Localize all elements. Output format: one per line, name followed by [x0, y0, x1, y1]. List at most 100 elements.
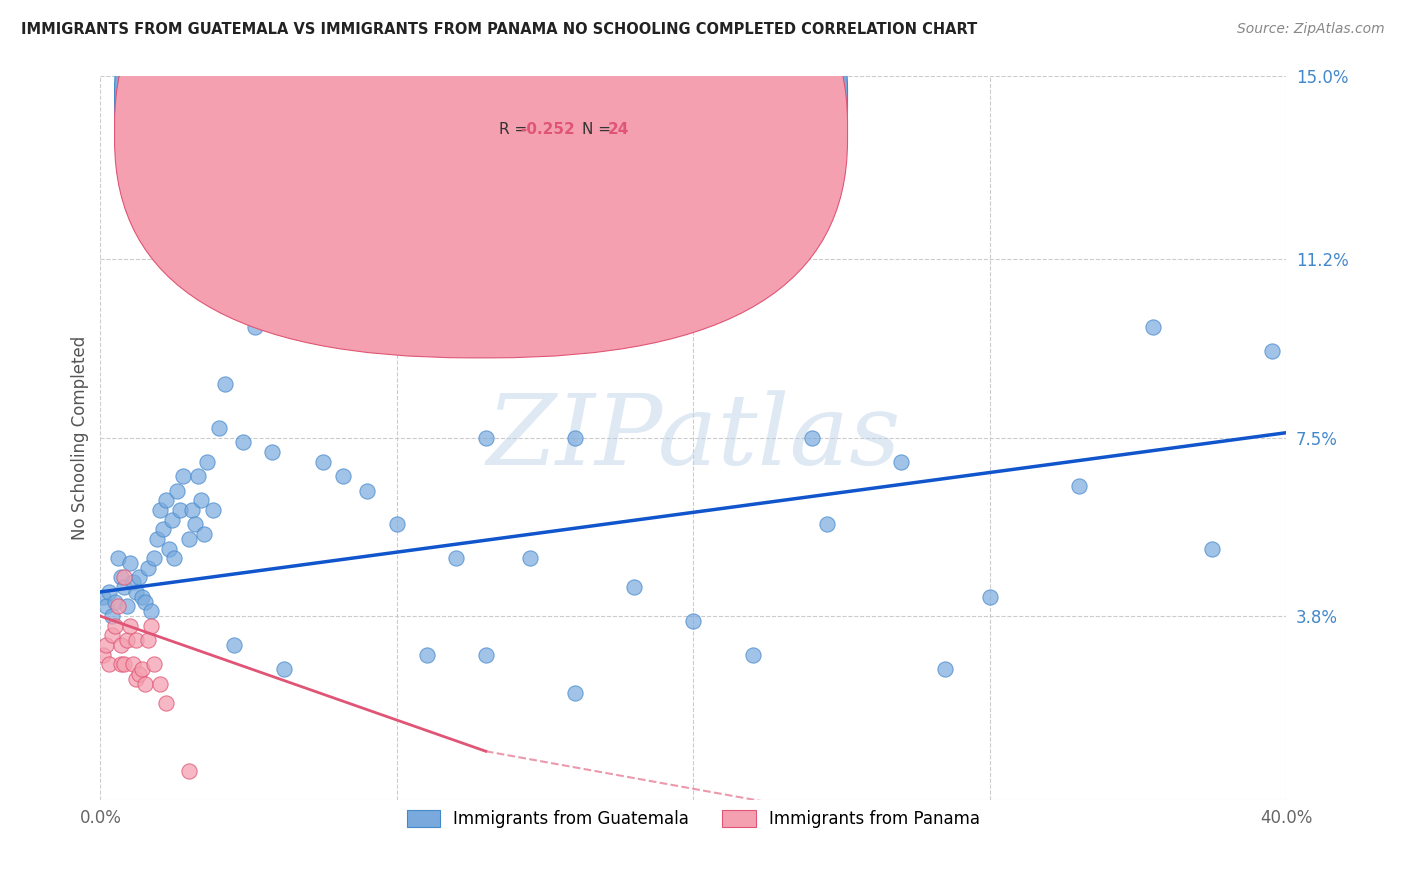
Text: N =: N = [582, 122, 616, 137]
Point [107, 599, 129, 614]
Point [118, 619, 141, 633]
Point [104, 619, 127, 633]
Point [1067, 479, 1090, 493]
Point [134, 676, 156, 690]
Point [91, 590, 114, 604]
FancyBboxPatch shape [114, 0, 848, 358]
Point [291, 261, 314, 276]
Point [519, 551, 541, 566]
Point [98, 585, 121, 599]
Point [187, 469, 209, 483]
Point [332, 469, 354, 483]
Point [232, 435, 254, 450]
Text: R =: R = [499, 122, 531, 137]
Point [385, 517, 408, 532]
Point [475, 430, 498, 444]
Point [131, 590, 153, 604]
Point [202, 503, 225, 517]
Text: N =: N = [582, 90, 616, 104]
Point [214, 377, 236, 392]
Text: Source: ZipAtlas.com: Source: ZipAtlas.com [1237, 22, 1385, 37]
Point [564, 430, 586, 444]
Point [193, 527, 215, 541]
Text: 24: 24 [607, 122, 630, 137]
Point [122, 575, 145, 590]
Point [1142, 319, 1164, 334]
Point [139, 619, 162, 633]
Point [1260, 343, 1282, 358]
Point [96, 599, 118, 614]
Point [815, 517, 838, 532]
Point [179, 532, 201, 546]
Point [112, 580, 135, 594]
Point [110, 570, 132, 584]
Point [101, 609, 124, 624]
Point [115, 633, 138, 648]
Point [166, 483, 188, 498]
Point [273, 662, 295, 676]
Point [110, 638, 132, 652]
Point [107, 551, 129, 566]
Point [169, 503, 191, 517]
Point [139, 604, 162, 618]
Point [145, 532, 167, 546]
Point [163, 551, 186, 566]
Point [115, 599, 138, 614]
Point [222, 638, 245, 652]
Point [125, 633, 148, 648]
Point [800, 430, 823, 444]
Point [157, 541, 180, 556]
Point [118, 556, 141, 570]
Point [136, 633, 159, 648]
Legend: Immigrants from Guatemala, Immigrants from Panama: Immigrants from Guatemala, Immigrants fr… [399, 803, 987, 835]
Point [101, 628, 124, 642]
Point [112, 570, 135, 584]
Point [96, 638, 118, 652]
Point [91, 648, 114, 662]
Text: -0.252: -0.252 [520, 122, 575, 137]
Point [122, 657, 145, 672]
Point [1201, 541, 1223, 556]
Point [415, 648, 437, 662]
Point [125, 585, 148, 599]
Point [444, 551, 467, 566]
Point [112, 657, 135, 672]
Point [155, 696, 177, 710]
Point [110, 657, 132, 672]
Point [979, 590, 1001, 604]
Point [682, 614, 704, 628]
Text: ZIPatlas: ZIPatlas [486, 390, 901, 485]
Text: 0.260: 0.260 [527, 90, 575, 104]
Point [262, 445, 284, 459]
Y-axis label: No Schooling Completed: No Schooling Completed [72, 335, 89, 540]
Point [172, 469, 194, 483]
Point [208, 421, 231, 435]
Text: 67: 67 [607, 90, 630, 104]
Point [149, 676, 172, 690]
Point [312, 455, 335, 469]
Point [104, 594, 127, 608]
Point [190, 493, 212, 508]
Point [890, 455, 912, 469]
Point [142, 657, 165, 672]
Point [181, 503, 204, 517]
Point [98, 657, 121, 672]
Point [128, 667, 150, 681]
Point [136, 561, 159, 575]
Point [125, 672, 148, 686]
FancyBboxPatch shape [463, 83, 682, 152]
Text: R =: R = [499, 90, 531, 104]
Point [475, 648, 498, 662]
Point [142, 551, 165, 566]
Point [184, 517, 207, 532]
FancyBboxPatch shape [114, 0, 848, 326]
Point [356, 483, 378, 498]
Point [128, 570, 150, 584]
Point [179, 764, 201, 778]
Point [131, 662, 153, 676]
Point [564, 686, 586, 700]
Point [195, 455, 218, 469]
Point [134, 594, 156, 608]
Point [934, 662, 956, 676]
Text: IMMIGRANTS FROM GUATEMALA VS IMMIGRANTS FROM PANAMA NO SCHOOLING COMPLETED CORRE: IMMIGRANTS FROM GUATEMALA VS IMMIGRANTS … [21, 22, 977, 37]
